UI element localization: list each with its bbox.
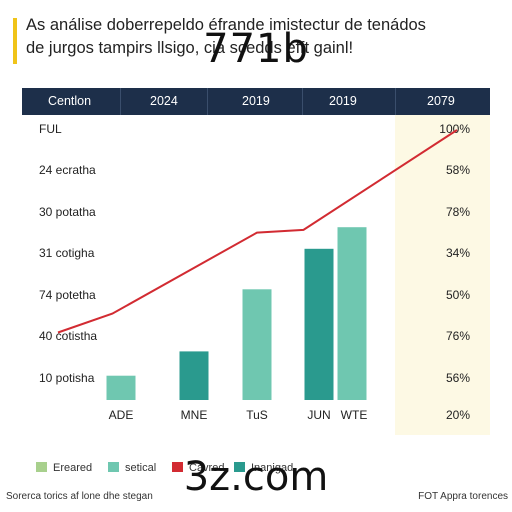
row-label: 31 cotigha: [39, 246, 95, 260]
bar-wte: [337, 227, 367, 400]
legend-swatch: [36, 462, 47, 472]
x-tick-label: ADE: [108, 408, 134, 422]
row-label: FUL: [39, 122, 62, 136]
header-label: Centlon: [48, 94, 92, 108]
bar-ade: [106, 375, 136, 400]
row-label: 40 cotistha: [39, 329, 98, 343]
header-divider: [302, 88, 303, 115]
bar-mne: [179, 351, 209, 400]
accent-bar: [13, 18, 17, 64]
footer-note: FOT Appra torences: [418, 491, 508, 502]
title-line-2: de jurgos tampirs llsigo, cia scedds eff…: [26, 39, 354, 57]
legend-label: Cavred: [189, 462, 225, 474]
footer-source: Sorerca torics af lone dhe stegan: [6, 491, 153, 502]
title-line-1: As análise doberrepeldo éfrande imistect…: [26, 16, 426, 34]
header-year-3: 2019: [329, 94, 357, 108]
row-label: 10 potisha: [39, 371, 95, 385]
header-year-1: 2024: [150, 94, 178, 108]
percent-value: 100%: [439, 122, 470, 136]
x-tick-label: JUN: [307, 408, 331, 422]
x-tick-label: MNE: [180, 408, 208, 422]
percent-value: 58%: [445, 163, 470, 177]
legend-swatch: [234, 462, 245, 472]
overlay-bottom-text: 3z.com: [183, 454, 329, 500]
trend-line: [57, 129, 458, 334]
percent-value: 50%: [445, 288, 470, 302]
bar-tus: [242, 289, 272, 400]
row-label: 24 ecratha: [39, 163, 96, 177]
table-header: Centlon 2024 2019 2019 2079: [22, 88, 490, 115]
percent-value: 76%: [445, 329, 470, 343]
percent-value: 34%: [445, 246, 470, 260]
percent-value: 56%: [445, 371, 470, 385]
legend-label: Inanigad: [251, 462, 294, 474]
legend-swatch: [108, 462, 119, 472]
row-label: 30 potatha: [39, 205, 96, 219]
chart-title: As análise doberrepeldo éfrande imistect…: [26, 14, 496, 60]
row-label: 74 potetha: [39, 288, 96, 302]
legend-item: setical: [108, 462, 156, 474]
overlay-text: 771b: [203, 26, 309, 72]
legend-item: Ereared: [36, 462, 92, 474]
header-year-4: 2079: [427, 94, 455, 108]
legend-label: Ereared: [53, 462, 93, 474]
percent-value: 78%: [445, 205, 470, 219]
header-divider: [395, 88, 396, 115]
legend-label: setical: [125, 462, 157, 474]
header-year-2: 2019: [242, 94, 270, 108]
highlight-column: [395, 115, 490, 435]
header-divider: [120, 88, 121, 115]
legend-item: Cavred: [172, 462, 224, 474]
x-tick-label: TuS: [246, 408, 268, 422]
bar-jun: [304, 248, 334, 400]
legend-swatch: [172, 462, 183, 472]
percent-value: 20%: [445, 408, 470, 422]
header-divider: [207, 88, 208, 115]
legend-item: Inanigad: [234, 462, 293, 474]
x-tick-label: WTE: [340, 408, 368, 422]
